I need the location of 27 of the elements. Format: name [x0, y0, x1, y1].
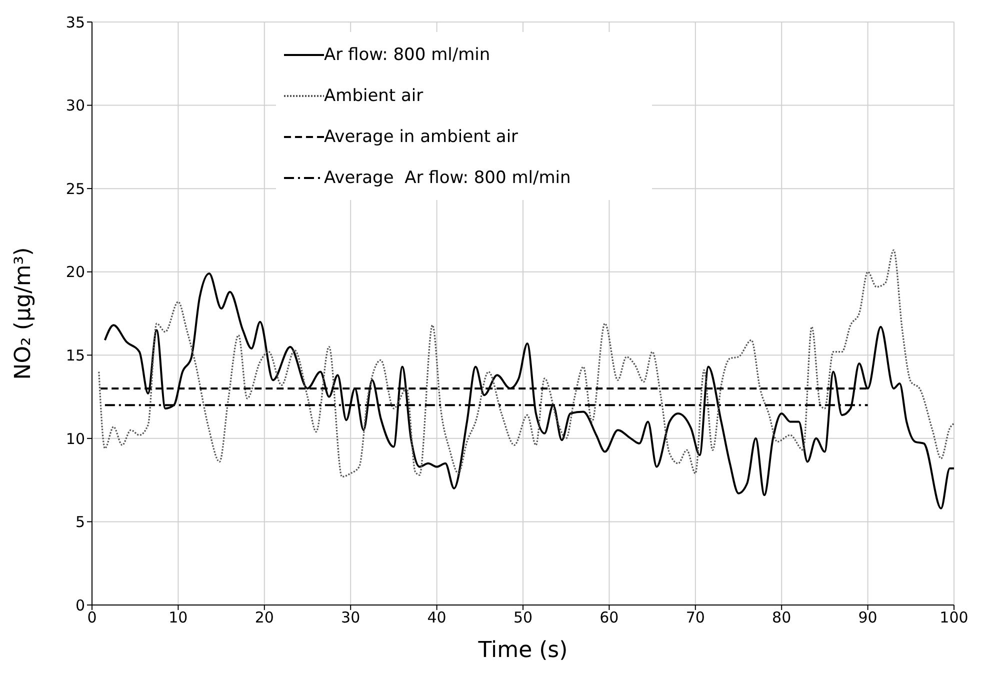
x-tick-label: 60 [600, 608, 619, 627]
line-series [104, 272, 954, 510]
legend-label: Average Ar flow: 800 ml/min [324, 168, 571, 188]
line-series [98, 249, 954, 478]
x-tick-label: 50 [513, 608, 533, 627]
x-tick-label: 0 [87, 608, 97, 627]
x-tick-label: 40 [427, 608, 446, 627]
y-tick-label: 20 [66, 263, 85, 282]
x-tick-label: 80 [772, 608, 792, 627]
legend-label: Ar flow: 800 ml/min [324, 44, 490, 64]
x-tick-label: 20 [254, 608, 274, 627]
y-tick-label: 30 [66, 96, 85, 115]
legend-label: Average in ambient air [324, 126, 518, 146]
x-tick-label: 100 [940, 608, 968, 627]
y-tick-label: 5 [75, 513, 85, 532]
x-axis-title: Time (s) [477, 638, 568, 663]
x-tick-label: 10 [168, 608, 188, 627]
x-tick-label: 90 [858, 608, 878, 627]
x-tick-label: 70 [686, 608, 705, 627]
y-tick-label: 0 [75, 596, 85, 614]
y-axis-title: NO₂ (µg/m³) [10, 247, 36, 380]
y-tick-label: 35 [66, 13, 85, 32]
x-tick-label: 30 [341, 608, 360, 627]
y-tick-label: 10 [66, 430, 85, 448]
y-tick-label: 25 [66, 180, 85, 198]
y-tick-label: 15 [66, 346, 85, 364]
legend-label: Ambient air [324, 86, 424, 106]
